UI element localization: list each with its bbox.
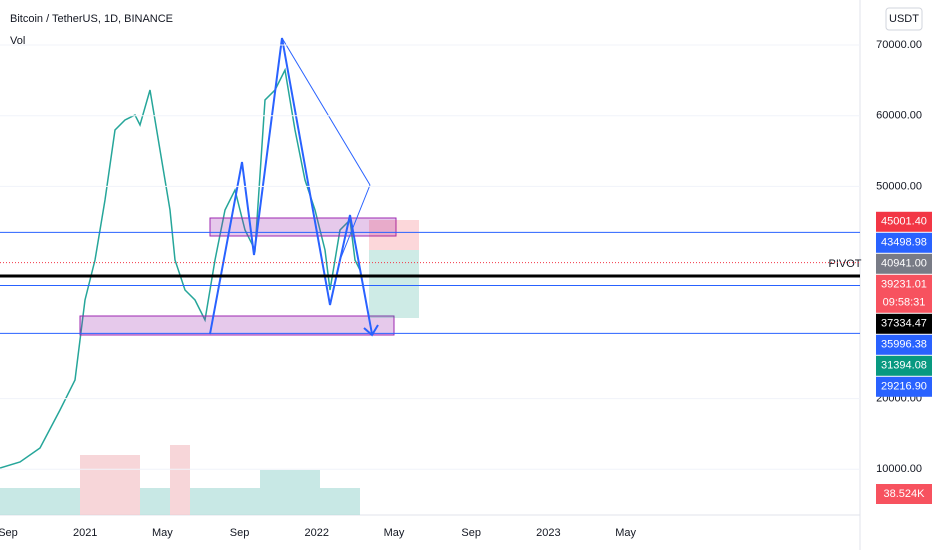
time-tick-label: Sep [461, 527, 481, 539]
volume-bars [0, 445, 360, 515]
price-path [0, 67, 361, 469]
indicator-label: Vol [10, 35, 25, 47]
time-tick-label: 2023 [536, 527, 560, 539]
volume-badge-label: 38.524K [884, 488, 926, 500]
trend-line [281, 37, 371, 186]
time-tick-label: May [615, 527, 636, 539]
price-badge [876, 376, 932, 397]
volume-badge [876, 484, 932, 504]
stop-zone [369, 220, 419, 250]
support-zone [79, 315, 395, 336]
time-tick-label: 2021 [73, 527, 97, 539]
price-badge-label: 45001.40 [881, 216, 927, 228]
price-badge [876, 274, 932, 313]
price-badge [876, 334, 932, 355]
price-tick-label: 60000.00 [876, 110, 922, 122]
trend-line [339, 184, 371, 261]
time-tick-label: Sep [0, 527, 18, 539]
price-badge [876, 211, 932, 232]
currency-label: USDT [889, 13, 919, 25]
price-badge [876, 355, 932, 376]
price-badge-label: 35996.38 [881, 339, 927, 351]
price-badge-label: 43498.98 [881, 237, 927, 249]
price-tick-label: 10000.00 [876, 463, 922, 475]
time-tick-label: May [152, 527, 173, 539]
time-tick-label: 2022 [305, 527, 329, 539]
chart-title: Bitcoin / TetherUS, 1D, BINANCE [10, 13, 173, 25]
countdown-label: 09:58:31 [883, 297, 926, 309]
price-badge-label: 31394.08 [881, 360, 927, 372]
price-badge [876, 253, 932, 274]
time-tick-label: Sep [230, 527, 250, 539]
price-badge-label: 39231.01 [881, 279, 927, 291]
target-zone [369, 250, 419, 318]
price-badge-label: 37334.47 [881, 318, 927, 330]
price-tick-label: 70000.00 [876, 39, 922, 51]
price-badge-label: 29216.90 [881, 381, 927, 393]
pivot-label: PIVOT [828, 258, 861, 270]
resistance-zone [209, 217, 397, 237]
price-tick-label: 50000.00 [876, 180, 922, 192]
arrow-head [363, 324, 379, 337]
time-tick-label: May [384, 527, 405, 539]
price-badge [876, 232, 932, 253]
price-badge [876, 313, 932, 334]
price-badge-label: 40941.00 [881, 258, 927, 270]
currency-button[interactable] [885, 7, 923, 31]
